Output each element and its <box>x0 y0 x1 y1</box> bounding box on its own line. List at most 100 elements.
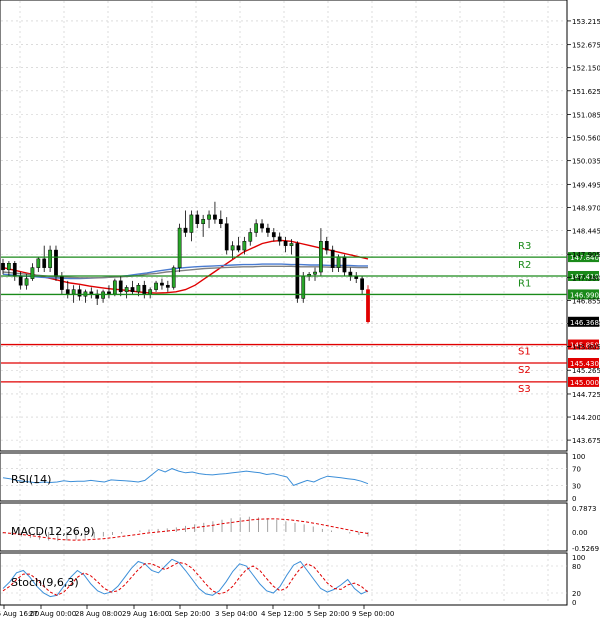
candle-body <box>160 282 164 286</box>
macd-signal-line <box>2 518 369 541</box>
x-tick-label: 4 Sep 12:00 <box>261 610 303 618</box>
x-tick-label: 3 Sep 04:00 <box>215 610 257 618</box>
x-tick-label: 28 Aug 08:00 <box>75 610 122 618</box>
moving-averages <box>2 239 369 294</box>
y-tick-label: 144.725 <box>572 391 600 399</box>
candle-body <box>136 284 141 293</box>
moving-average-line <box>2 239 369 294</box>
rsi-content: 100 70 30 0 <box>1 453 585 503</box>
rsi-label: RSI(14) <box>11 473 51 486</box>
support-resistance-levels: 147.840 R3 147.410 R2 146.990 R1 145.850 S1 145.… <box>1 241 599 395</box>
candle-body <box>65 289 70 295</box>
candle-body <box>283 241 288 246</box>
level-name-label: R3 <box>518 241 531 252</box>
candle-body <box>218 219 223 224</box>
candle-body <box>107 291 111 295</box>
candle-body <box>118 280 123 293</box>
macd-tick-label: -0.5269 <box>572 545 599 553</box>
candle-body <box>30 267 35 279</box>
y-tick-label: 145.265 <box>572 367 600 375</box>
rsi-tick-label: 70 <box>572 466 581 474</box>
y-tick-label: 150.035 <box>572 158 600 166</box>
candle-body <box>77 289 82 297</box>
candle-body <box>54 249 58 277</box>
macd-label: MACD(12,26,9) <box>11 525 95 538</box>
candle-body <box>336 256 341 268</box>
candle-body <box>301 276 306 299</box>
rsi-tick-label: 30 <box>572 482 581 490</box>
y-tick-label: 151.085 <box>572 112 600 120</box>
candle-body <box>295 243 300 299</box>
stoch-tick-label: 80 <box>572 563 581 571</box>
candle-body <box>165 284 170 288</box>
stoch-line <box>2 558 369 598</box>
rsi-line <box>2 468 369 486</box>
level-price-label: 145.430 <box>570 360 599 368</box>
y-tick-label: 148.445 <box>572 228 600 236</box>
candle-body <box>7 263 11 271</box>
candle-body <box>130 287 135 293</box>
price-grid <box>1 1 567 450</box>
candle-body <box>112 280 117 295</box>
x-tick-label: 9 Sep 00:00 <box>352 610 394 618</box>
rsi-panel-frame <box>0 452 568 502</box>
candle-body <box>324 241 329 251</box>
candle-body <box>183 227 188 233</box>
macd-panel: 0.7873 0.00 -0.5269 MACD(12,26,9) <box>0 502 599 553</box>
candle-body <box>142 284 147 295</box>
level-name-label: S1 <box>518 347 531 358</box>
candle-body <box>89 291 94 295</box>
level-price-label: 147.410 <box>570 273 599 281</box>
y-tick-label: 143.675 <box>572 437 600 445</box>
stoch-tick-label: 0 <box>572 599 576 607</box>
level-price-tag <box>568 289 599 300</box>
x-tick-label: 27 Aug 00:00 <box>29 610 76 618</box>
level-price-label: 145.850 <box>570 342 599 350</box>
candle-body <box>271 232 276 238</box>
y-tick-label: 147.905 <box>572 251 600 259</box>
candle-body <box>1 263 5 271</box>
candle-body <box>48 249 52 268</box>
candle-body <box>177 227 182 268</box>
candle-body <box>354 276 359 279</box>
level-price-tag <box>568 339 599 350</box>
candle-body <box>154 282 158 290</box>
macd-tick-label: 0.7873 <box>572 505 597 513</box>
y-tick-label: 151.625 <box>572 88 600 96</box>
candle-body <box>101 291 105 299</box>
rsi-tick-label: 0 <box>572 495 576 503</box>
macd-panel-frame <box>0 502 568 552</box>
level-price-tag <box>568 357 599 368</box>
candle-body <box>207 214 211 220</box>
candle-body <box>12 263 17 277</box>
level-name-label: R2 <box>518 260 531 271</box>
current-price-tag <box>568 316 599 327</box>
level-price-label: 145.000 <box>570 379 599 387</box>
candle-body <box>18 276 23 286</box>
level-price-tag <box>568 376 599 387</box>
candle-body <box>289 243 294 246</box>
moving-average-line <box>2 263 368 280</box>
candle-body <box>60 276 64 290</box>
candle-body <box>277 236 282 242</box>
candle-body <box>24 278 29 286</box>
level-price-tag <box>568 270 599 281</box>
level-name-label: R1 <box>518 278 531 289</box>
y-tick-label: 146.855 <box>572 297 600 305</box>
moving-average-line <box>2 265 368 279</box>
x-tick-label: 29 Aug 16:00 <box>122 610 169 618</box>
candle-body <box>242 241 247 251</box>
candle-body <box>195 214 200 224</box>
price-panel: 147.840 R3 147.410 R2 146.990 R1 145.850 S1 145.… <box>0 0 600 452</box>
candle-body <box>313 271 317 275</box>
price-panel-frame <box>0 0 568 452</box>
x-tick-label: 1 Sep 20:00 <box>168 610 210 618</box>
rsi-panel: 100 70 30 0 RSI(14) <box>0 452 585 503</box>
y-tick-label: 153.215 <box>572 18 600 26</box>
candle-body <box>36 258 41 268</box>
y-tick-label: 145.805 <box>572 344 600 352</box>
